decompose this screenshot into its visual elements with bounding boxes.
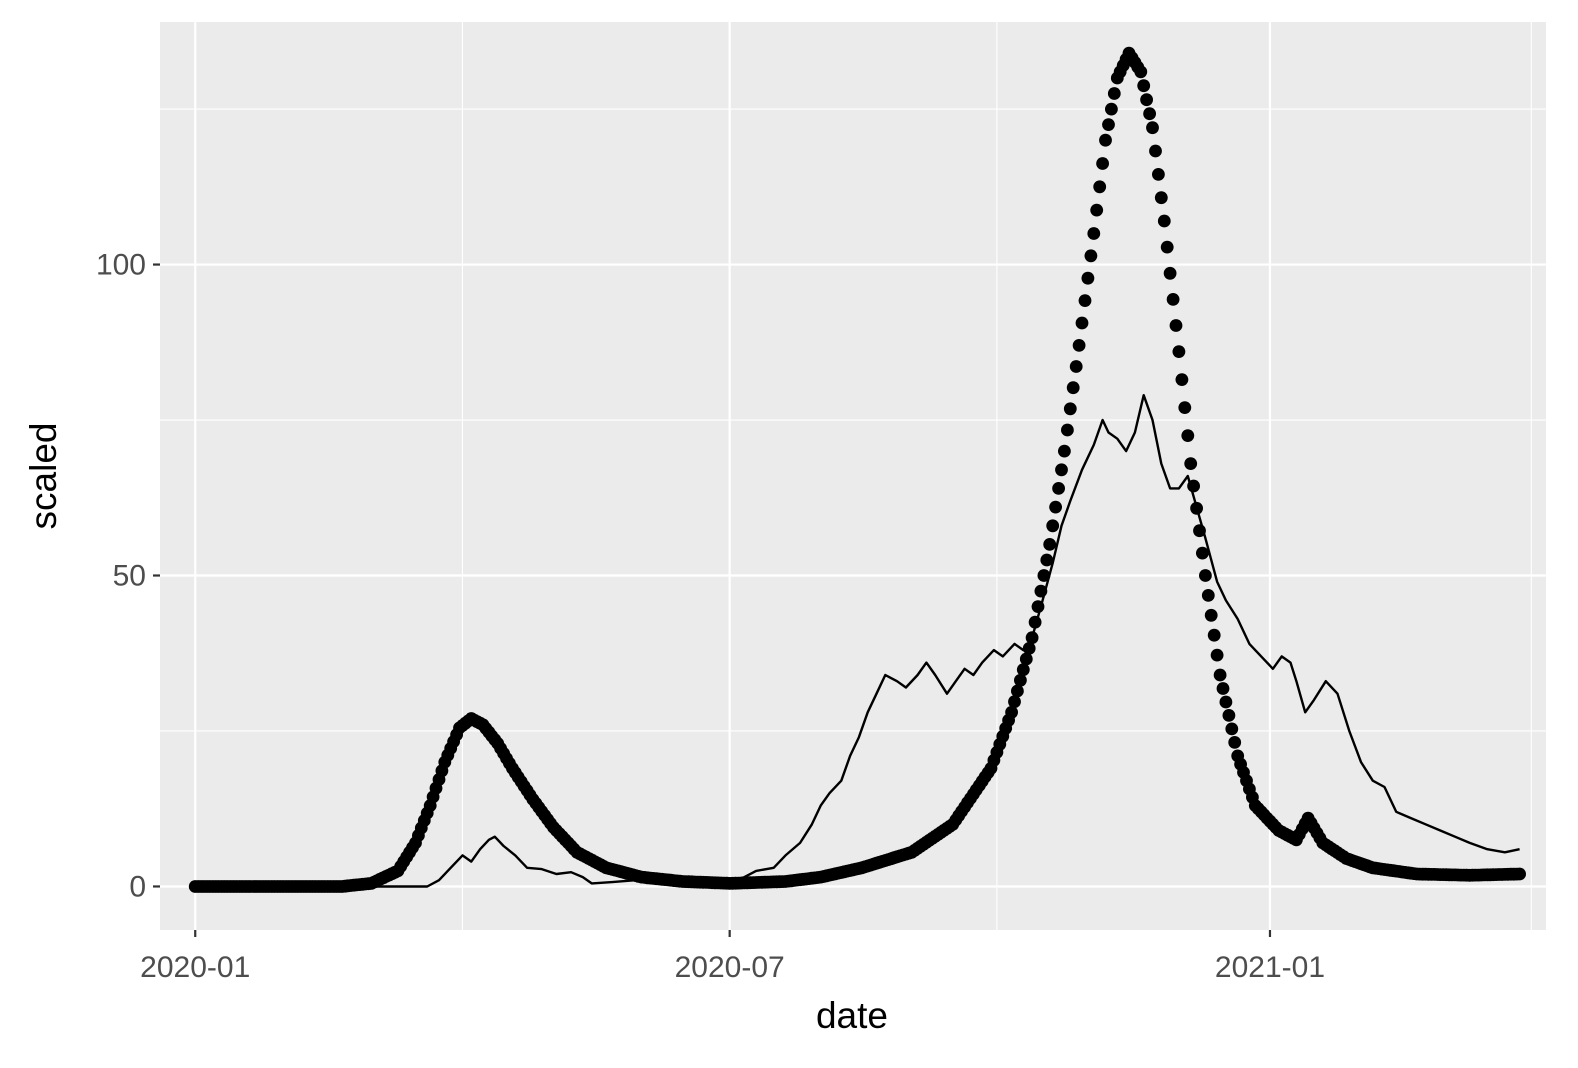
series-point <box>1137 79 1151 93</box>
series-point <box>1037 569 1051 582</box>
series-point <box>1184 457 1198 470</box>
series-point <box>1040 553 1054 567</box>
series-line <box>195 394 1520 888</box>
gridlines <box>160 22 1546 930</box>
series-point <box>1043 538 1057 551</box>
series-point <box>1081 271 1095 285</box>
series-point <box>1090 203 1104 217</box>
series-point <box>1052 482 1065 495</box>
series-point <box>1146 121 1159 135</box>
series-point <box>1199 569 1212 582</box>
x-tick-label: 2021-01 <box>1215 951 1325 984</box>
series-point <box>1019 652 1033 666</box>
series-point <box>1078 294 1092 307</box>
series-point <box>1201 589 1215 602</box>
y-tick-label: 0 <box>129 870 146 903</box>
series-point <box>1228 736 1242 749</box>
series-point <box>1216 682 1230 695</box>
series-point <box>1513 867 1526 881</box>
series-point <box>1207 628 1221 642</box>
line-series-layer <box>195 394 1520 888</box>
x-tick-label: 2020-07 <box>675 951 785 984</box>
series-point <box>1193 524 1206 538</box>
series-point <box>1087 227 1101 240</box>
series-point <box>1178 401 1192 414</box>
series-point <box>1063 402 1077 416</box>
series-point <box>1055 463 1068 477</box>
series-point <box>1096 157 1109 170</box>
series-point <box>1154 191 1168 205</box>
series-point <box>1181 429 1195 442</box>
series-point <box>1219 695 1233 709</box>
series-point <box>1008 695 1021 709</box>
series-point <box>1163 266 1177 280</box>
series-point <box>1143 107 1156 121</box>
series-point <box>1022 642 1036 655</box>
series-point <box>1210 648 1224 662</box>
series-point <box>1005 705 1018 719</box>
series-point <box>1084 249 1098 263</box>
series-point <box>1190 501 1203 515</box>
axes: 2020-01 2020-07 2021-01 0 50 100 <box>96 249 1325 984</box>
y-axis-title: scaled <box>23 423 64 530</box>
series-point <box>1093 180 1107 194</box>
series-point <box>1046 519 1060 533</box>
series-point <box>1225 722 1239 736</box>
series-point <box>1149 144 1162 158</box>
series-point <box>1172 345 1186 358</box>
y-tick-label: 100 <box>96 249 146 282</box>
series-point <box>1069 360 1083 373</box>
series-point <box>1105 102 1118 116</box>
series-point <box>1196 546 1209 560</box>
series-point <box>1066 381 1080 395</box>
series-point <box>1058 444 1071 458</box>
x-tick-label: 2020-01 <box>140 951 250 984</box>
panel-background <box>160 22 1546 930</box>
x-axis-title: date <box>816 995 888 1036</box>
series-point <box>1034 584 1048 598</box>
series-point <box>1049 500 1062 514</box>
series-point <box>1140 93 1153 107</box>
series-point <box>1166 293 1180 306</box>
series-point <box>1213 668 1227 682</box>
y-tick-label: 50 <box>113 560 146 593</box>
series-point <box>1169 319 1183 332</box>
series-point <box>1152 168 1165 181</box>
series-point <box>1075 316 1089 330</box>
series-point <box>1025 631 1039 645</box>
series-point <box>1160 240 1174 254</box>
series-point <box>1157 214 1171 228</box>
series-point <box>1028 615 1042 629</box>
series-point <box>1175 373 1189 386</box>
series-point <box>1222 709 1236 722</box>
series-point <box>1187 479 1200 493</box>
series-point <box>1011 684 1024 698</box>
series-point <box>1134 65 1148 79</box>
series-point <box>1099 133 1112 147</box>
series-point <box>1102 118 1115 131</box>
series-point <box>1072 339 1086 352</box>
series-point <box>1031 600 1045 613</box>
series-point <box>1204 608 1218 622</box>
series-point <box>1016 663 1030 677</box>
series-point <box>1061 423 1074 437</box>
series-point <box>1014 673 1027 687</box>
series-point <box>1107 87 1121 100</box>
point-series-layer <box>188 46 1526 893</box>
